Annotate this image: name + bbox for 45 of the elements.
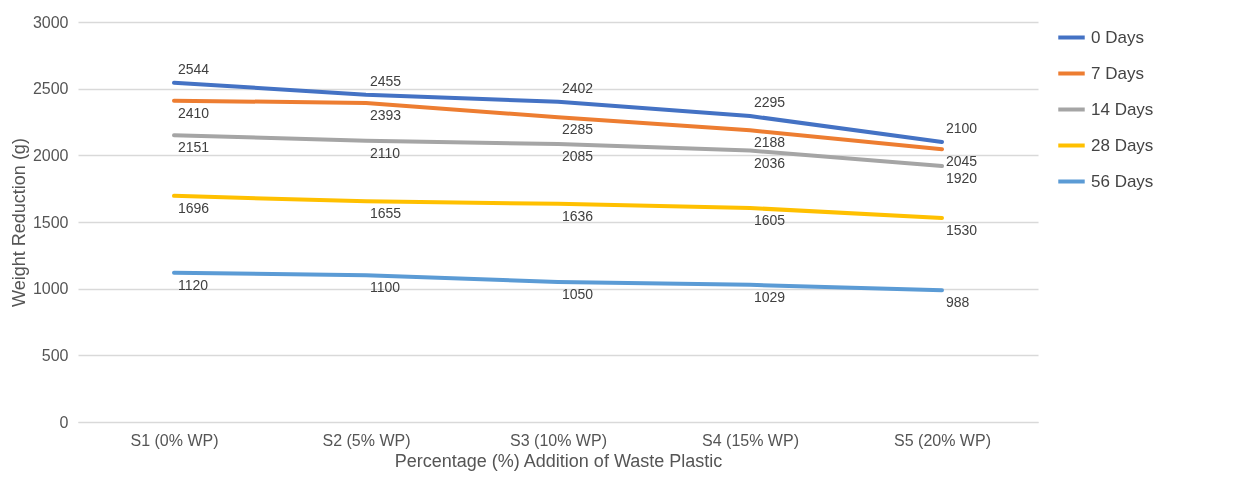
y-tick-label: 2000 — [32, 146, 69, 164]
x-tick-label: S2 (5% WP) — [322, 431, 411, 449]
y-tick-label: 3000 — [32, 13, 69, 31]
y-tick-label: 500 — [41, 346, 69, 364]
data-label: 2285 — [562, 121, 594, 138]
data-label: 2100 — [946, 120, 978, 136]
data-label: 2110 — [370, 144, 401, 161]
legend-label: 0 Days — [1091, 27, 1144, 47]
data-label: 2151 — [178, 139, 210, 156]
data-label: 1636 — [562, 207, 594, 224]
data-label: 2036 — [754, 154, 786, 171]
x-tick-label: S4 (15% WP) — [702, 431, 799, 449]
x-tick-label: S3 (10% WP) — [510, 431, 607, 449]
data-label: 1655 — [370, 205, 402, 222]
line-series — [172, 133, 944, 168]
y-tick-label: 2500 — [32, 80, 69, 98]
data-label: 2085 — [562, 148, 594, 164]
data-label: 2295 — [754, 94, 786, 110]
y-axis-title: Weight Reduction (g) — [8, 138, 29, 307]
data-label: 2045 — [946, 153, 978, 170]
legend-label: 56 Days — [1091, 171, 1154, 191]
data-label: 2393 — [370, 106, 402, 123]
y-tick-label: 1500 — [32, 213, 69, 231]
data-label: 1029 — [754, 288, 786, 305]
x-axis-title: Percentage (%) Addition of Waste Plastic — [394, 450, 723, 471]
data-label: 1530 — [946, 222, 978, 238]
data-label: 2188 — [754, 134, 786, 151]
data-label: 2455 — [370, 72, 402, 89]
legend-label: 7 Days — [1091, 63, 1144, 83]
data-label: 1100 — [370, 279, 401, 296]
data-label: 2402 — [562, 79, 594, 96]
data-label: 2410 — [178, 104, 210, 121]
y-tick-label: 1000 — [32, 280, 69, 298]
legend-label: 28 Days — [1091, 135, 1154, 155]
y-tick-label: 0 — [59, 413, 69, 431]
data-label: 2544 — [178, 60, 210, 77]
data-label: 1605 — [754, 212, 786, 228]
data-label: 1920 — [946, 170, 978, 186]
x-tick-label: S5 (20% WP) — [894, 431, 991, 449]
data-label: 1120 — [178, 276, 209, 293]
data-label: 988 — [946, 294, 970, 311]
x-tick-label: S1 (0% WP) — [130, 431, 219, 449]
data-label: 1050 — [562, 286, 594, 302]
data-label: 1696 — [178, 199, 210, 216]
legend-label: 14 Days — [1091, 99, 1154, 119]
